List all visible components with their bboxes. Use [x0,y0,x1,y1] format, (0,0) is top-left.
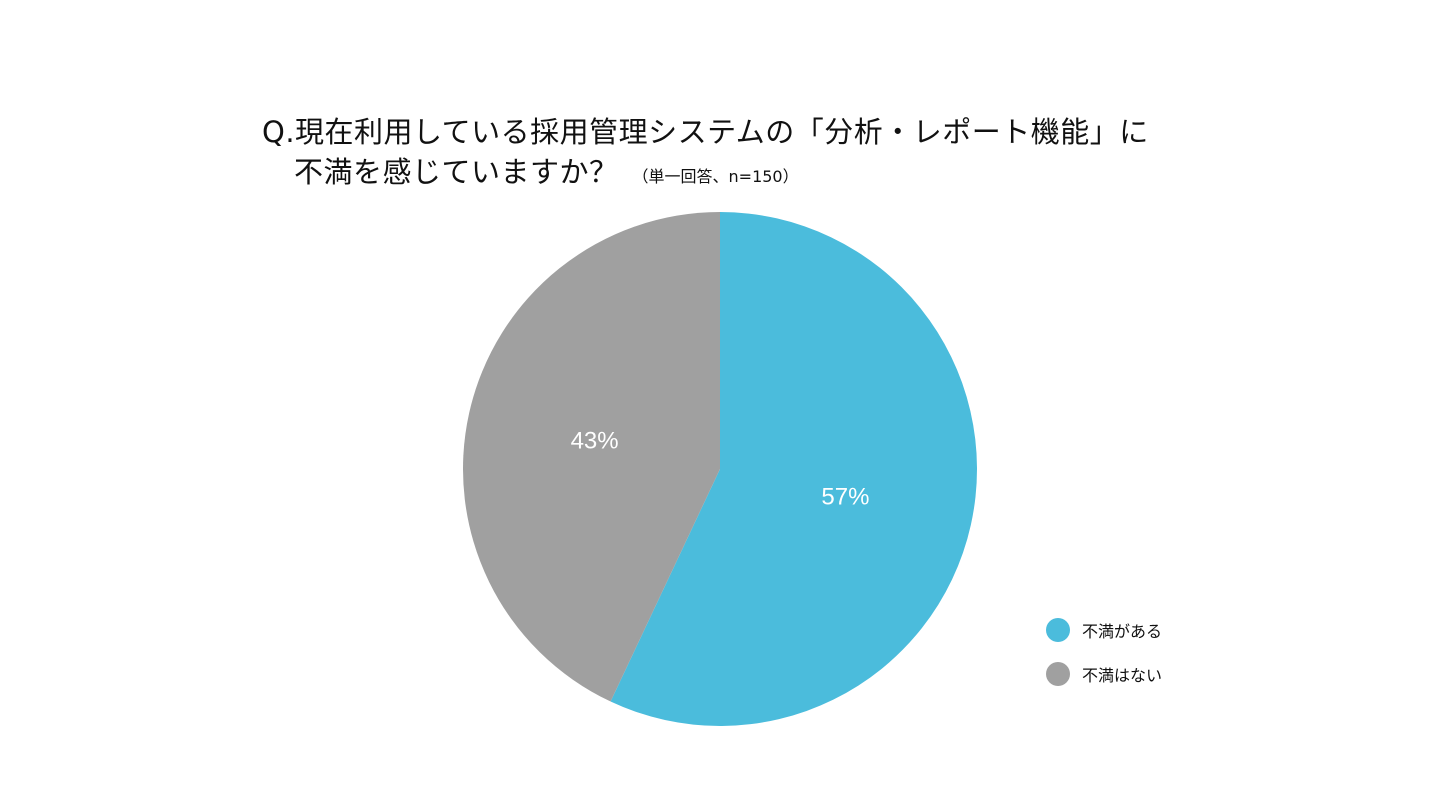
chart-title-line2: 不満を感じていますか？ （単一回答、n=150） [262,152,1202,197]
legend-swatch-dissatisfied [1046,618,1070,642]
chart-title-note: （単一回答、n=150） [632,167,799,186]
pie-label-not-dissatisfied: 43% [571,427,619,454]
legend-swatch-not-dissatisfied [1046,662,1070,686]
pie-label-dissatisfied: 57% [821,484,869,511]
legend-item-dissatisfied: 不満がある [1046,617,1162,643]
chart-title-question: 不満を感じていますか？ [294,155,619,189]
chart-title-line1: Q.現在利用している採用管理システムの「分析・レポート機能」に [262,115,1149,149]
legend-item-not-dissatisfied: 不満はない [1046,661,1162,687]
pie-slice-not-dissatisfied [463,212,720,702]
legend-label-not-dissatisfied: 不満はない [1082,666,1163,685]
chart-legend: 不満がある 不満はない [1046,617,1162,705]
chart-title: Q.現在利用している採用管理システムの「分析・レポート機能」に 不満を感じていま… [262,112,1202,197]
pie-slice-dissatisfied [610,212,977,726]
legend-label-dissatisfied: 不満がある [1082,622,1163,641]
